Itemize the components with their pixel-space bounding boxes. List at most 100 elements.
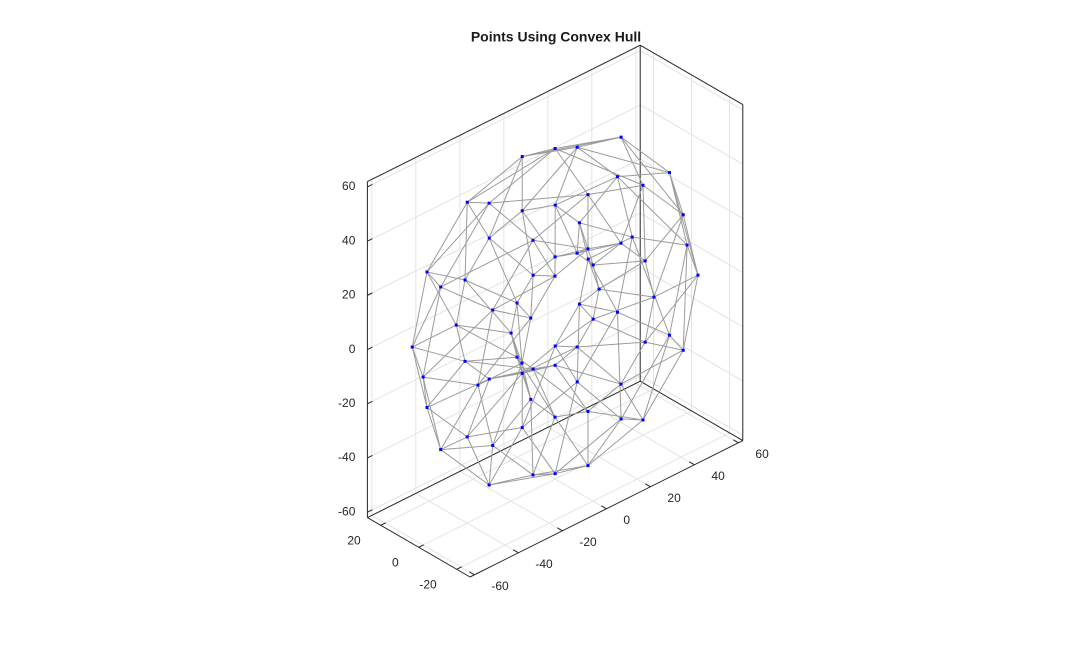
mesh-edge [554, 148, 589, 195]
mesh-edge [620, 136, 644, 186]
point [487, 201, 491, 205]
mesh-edge [530, 275, 534, 319]
mesh-edge [522, 147, 556, 158]
mesh-edge [577, 341, 646, 348]
mesh-edge [426, 360, 466, 408]
mesh-edge [466, 148, 556, 203]
mesh-edge [682, 245, 688, 351]
z-tick-label: 0 [349, 342, 356, 356]
mesh-edge [592, 318, 646, 343]
mesh-edge [617, 311, 670, 336]
y-tick-label: 20 [667, 491, 681, 505]
mesh-edge [576, 318, 594, 348]
mesh-edge [440, 436, 468, 451]
mesh-edge [488, 202, 534, 241]
mesh-edge [440, 444, 493, 451]
mesh-edge [592, 242, 622, 266]
mesh-edge [554, 364, 589, 412]
mesh-edge [554, 148, 644, 186]
mesh-edge [578, 258, 589, 305]
mesh-edge [642, 335, 670, 421]
point [586, 257, 590, 261]
grid-line [639, 266, 744, 328]
mesh-edge [492, 309, 531, 319]
point [439, 448, 443, 452]
mesh-edge [467, 201, 490, 204]
point [553, 344, 557, 348]
mesh-edge [530, 275, 556, 319]
point [553, 146, 557, 150]
grid-line [639, 212, 744, 274]
axis-line [367, 380, 641, 519]
point [577, 302, 581, 306]
mesh-edge [489, 194, 589, 204]
mesh-edge [669, 334, 684, 351]
mesh-edge [412, 324, 457, 348]
tick-mark [557, 527, 563, 532]
y-tick-label: 60 [755, 447, 769, 461]
mesh-edge [554, 248, 589, 258]
grid-line [639, 50, 744, 111]
point [668, 171, 671, 175]
grid-line [418, 410, 692, 548]
mesh-edge [532, 368, 556, 418]
grid-line [367, 266, 641, 405]
point [465, 200, 469, 204]
tick-mark [367, 400, 373, 405]
mesh-edge [521, 427, 556, 474]
mesh-edge [411, 271, 428, 348]
mesh-edge [532, 240, 556, 277]
mesh-edge [466, 436, 490, 486]
mesh-edge [555, 345, 578, 348]
point [553, 274, 557, 278]
point [619, 135, 623, 139]
point [520, 426, 524, 430]
point [619, 382, 623, 386]
mesh-edge [587, 383, 622, 412]
point [619, 417, 623, 421]
tick-mark [367, 238, 373, 242]
mesh-edge [423, 376, 479, 386]
tick-mark [513, 549, 519, 554]
mesh-edge [632, 236, 688, 246]
point [681, 348, 685, 352]
mesh-edge [555, 176, 618, 206]
mesh-edge [617, 176, 688, 246]
point [619, 241, 623, 245]
mesh-edge [492, 275, 556, 311]
mesh-edge [554, 248, 589, 277]
tick-mark [733, 439, 739, 444]
mesh-edge [488, 427, 523, 486]
mesh-edge [488, 210, 523, 239]
point [591, 317, 595, 321]
point [575, 251, 579, 255]
point [487, 483, 491, 487]
mesh-edge [592, 296, 655, 320]
mesh-edge [620, 334, 670, 420]
point [630, 235, 634, 239]
point [577, 221, 581, 225]
mesh-edge [617, 176, 633, 238]
mesh-edge [477, 317, 532, 386]
x-tick-label: 20 [347, 533, 361, 547]
mesh-edge [422, 376, 442, 450]
point [641, 418, 645, 422]
point [425, 405, 429, 409]
point [643, 259, 647, 263]
grid-line [367, 375, 641, 513]
mesh-edge [426, 201, 468, 273]
point [515, 355, 519, 359]
mesh-edge [456, 324, 512, 334]
mesh-edge [587, 418, 622, 466]
point [515, 301, 519, 305]
mesh-edge [530, 399, 534, 475]
mesh-edge [464, 279, 518, 304]
mesh-edge [521, 345, 556, 374]
point [553, 363, 557, 367]
mesh-edge [422, 309, 494, 378]
point [696, 273, 700, 277]
mesh-edge [488, 156, 523, 239]
mesh-edge [579, 288, 600, 305]
point [463, 359, 467, 363]
point [465, 435, 469, 439]
